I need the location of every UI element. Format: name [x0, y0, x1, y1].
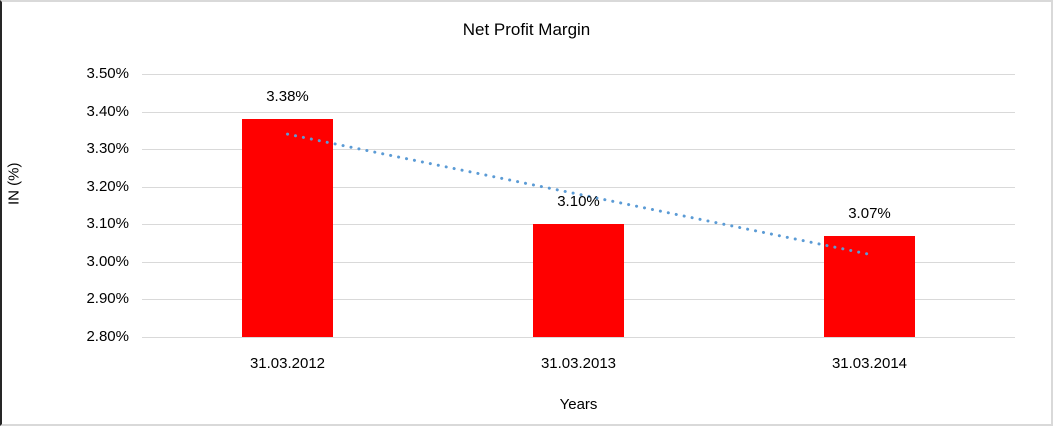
y-axis-tick-label: 3.10%	[86, 215, 129, 233]
gridline	[142, 74, 1015, 75]
trendline	[286, 132, 871, 256]
x-axis-title: Years	[559, 396, 598, 413]
x-axis-category-label: 31.03.2014	[831, 355, 908, 372]
bar-value-label: 3.07%	[848, 204, 891, 222]
gridline	[142, 149, 1015, 151]
gridline	[142, 186, 1015, 188]
y-axis-tick-label: 3.30%	[86, 140, 129, 158]
y-axis-tick-label: 2.90%	[86, 290, 129, 308]
bar-31.03.2013	[533, 224, 624, 337]
chart-title: Net Profit Margin	[462, 20, 591, 39]
bar-value-label: 3.10%	[557, 193, 600, 211]
x-axis-category-label: 31.03.2013	[540, 355, 617, 372]
bar-31.03.2014	[824, 235, 915, 337]
y-axis-tick-label: 2.80%	[86, 328, 129, 345]
trendline-path	[286, 132, 871, 256]
gridline	[142, 337, 1015, 338]
y-axis-tick-label: 3.20%	[86, 177, 129, 195]
x-axis-category-label: 31.03.2012	[249, 355, 326, 372]
y-axis-tick-label: 3.50%	[86, 65, 129, 82]
plot-area: 3.38% 3.10% 3.07%	[142, 74, 1015, 338]
bar-value-label: 3.38%	[266, 88, 309, 106]
gridline	[142, 111, 1015, 113]
x-axis-category-labels: 31.03.2012 31.03.2013 31.03.2014	[142, 355, 1015, 375]
bar-31.03.2012	[242, 119, 333, 337]
y-axis-tick-label: 3.00%	[86, 252, 129, 270]
y-axis-tick-label: 3.40%	[86, 102, 129, 120]
